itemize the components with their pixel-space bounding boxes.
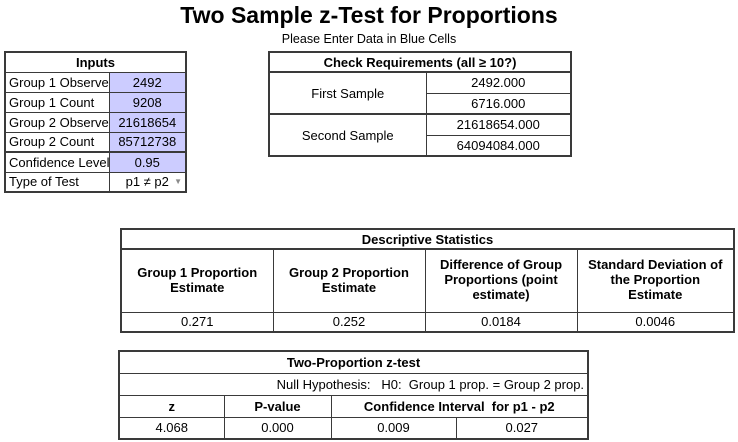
table-row: Confidence Level 0.95 — [4, 151, 187, 173]
type-of-test-dropdown[interactable]: p1 ≠ p2 ▼ — [108, 171, 187, 193]
chevron-down-icon[interactable]: ▼ — [174, 176, 182, 186]
page-subtitle: Please Enter Data in Blue Cells — [281, 32, 457, 46]
z-test-table: Two-Proportion z-test Null Hypothesis: H… — [118, 350, 590, 440]
column-header: Group 1 Proportion Estimate — [120, 248, 274, 313]
ci-upper-value: 0.027 — [455, 416, 589, 440]
p-value: 0.000 — [223, 416, 332, 440]
group1-count-cell[interactable]: 9208 — [108, 91, 187, 113]
ci-lower-value: 0.009 — [330, 416, 457, 440]
first-sample-label: First Sample — [268, 71, 427, 115]
stat-value: 0.252 — [272, 311, 426, 333]
p-value-column-header: P-value — [223, 394, 332, 418]
stat-value: 0.271 — [120, 311, 274, 333]
ci-column-header: Confidence Interval for p1 - p2 — [330, 394, 589, 418]
type-of-test-value: p1 ≠ p2 — [125, 174, 169, 190]
group2-count-cell[interactable]: 85712738 — [108, 131, 187, 153]
table-row: Group 2 Observed 21618654 — [4, 111, 187, 133]
group1-observed-cell[interactable]: 2492 — [108, 71, 187, 93]
column-header: Group 2 Proportion Estimate — [272, 248, 426, 313]
inputs-header: Inputs — [4, 51, 187, 73]
input-label: Group 1 Observed — [4, 71, 110, 93]
table-row: Group 1 Observed 2492 — [4, 71, 187, 93]
column-header: Difference of Group Proportions (point e… — [424, 248, 578, 313]
null-hypothesis-text: Null Hypothesis: H0: Group 1 prop. = Gro… — [118, 372, 589, 396]
table-row: Group 2 Count 85712738 — [4, 131, 187, 153]
table-row: 0.271 0.252 0.0184 0.0046 — [120, 311, 735, 333]
inputs-table: Inputs Group 1 Observed 2492 Group 1 Cou… — [4, 51, 187, 193]
table-row: Type of Test p1 ≠ p2 ▼ — [4, 171, 187, 193]
second-sample-label: Second Sample — [268, 113, 427, 157]
descriptive-statistics-header: Descriptive Statistics — [120, 228, 735, 250]
table-row: 4.068 0.000 0.009 0.027 — [118, 416, 589, 440]
table-row: First Sample 2492.000 — [268, 71, 572, 115]
column-header: Standard Deviation of the Proportion Est… — [576, 248, 735, 313]
input-label: Group 2 Count — [4, 131, 110, 153]
stat-value: 0.0184 — [424, 311, 578, 333]
table-row: Second Sample 21618654.000 — [268, 113, 572, 157]
confidence-level-cell[interactable]: 0.95 — [108, 151, 187, 173]
input-label: Confidence Level — [4, 151, 110, 173]
table-row: Group 1 Proportion Estimate Group 2 Prop… — [120, 248, 735, 313]
z-column-header: z — [118, 394, 225, 418]
check-value: 2492.000 — [425, 71, 572, 94]
z-value: 4.068 — [118, 416, 225, 440]
check-value: 64094084.000 — [425, 134, 572, 157]
page-title: Two Sample z-Test for Proportions — [180, 2, 558, 28]
z-test-header: Two-Proportion z-test — [118, 350, 589, 374]
input-label: Group 2 Observed — [4, 111, 110, 133]
check-requirements-header: Check Requirements (all ≥ 10?) — [268, 51, 572, 73]
input-label: Type of Test — [4, 171, 110, 193]
stat-value: 0.0046 — [576, 311, 735, 333]
check-requirements-table: Check Requirements (all ≥ 10?) First Sam… — [268, 51, 572, 157]
check-value: 6716.000 — [425, 92, 572, 115]
group2-observed-cell[interactable]: 21618654 — [108, 111, 187, 133]
table-row: z P-value Confidence Interval for p1 - p… — [118, 394, 589, 418]
descriptive-statistics-table: Descriptive Statistics Group 1 Proportio… — [120, 228, 736, 333]
input-label: Group 1 Count — [4, 91, 110, 113]
table-row: 64094084.000 — [269, 134, 572, 157]
table-row: Group 1 Count 9208 — [4, 91, 187, 113]
check-value: 21618654.000 — [425, 113, 572, 136]
